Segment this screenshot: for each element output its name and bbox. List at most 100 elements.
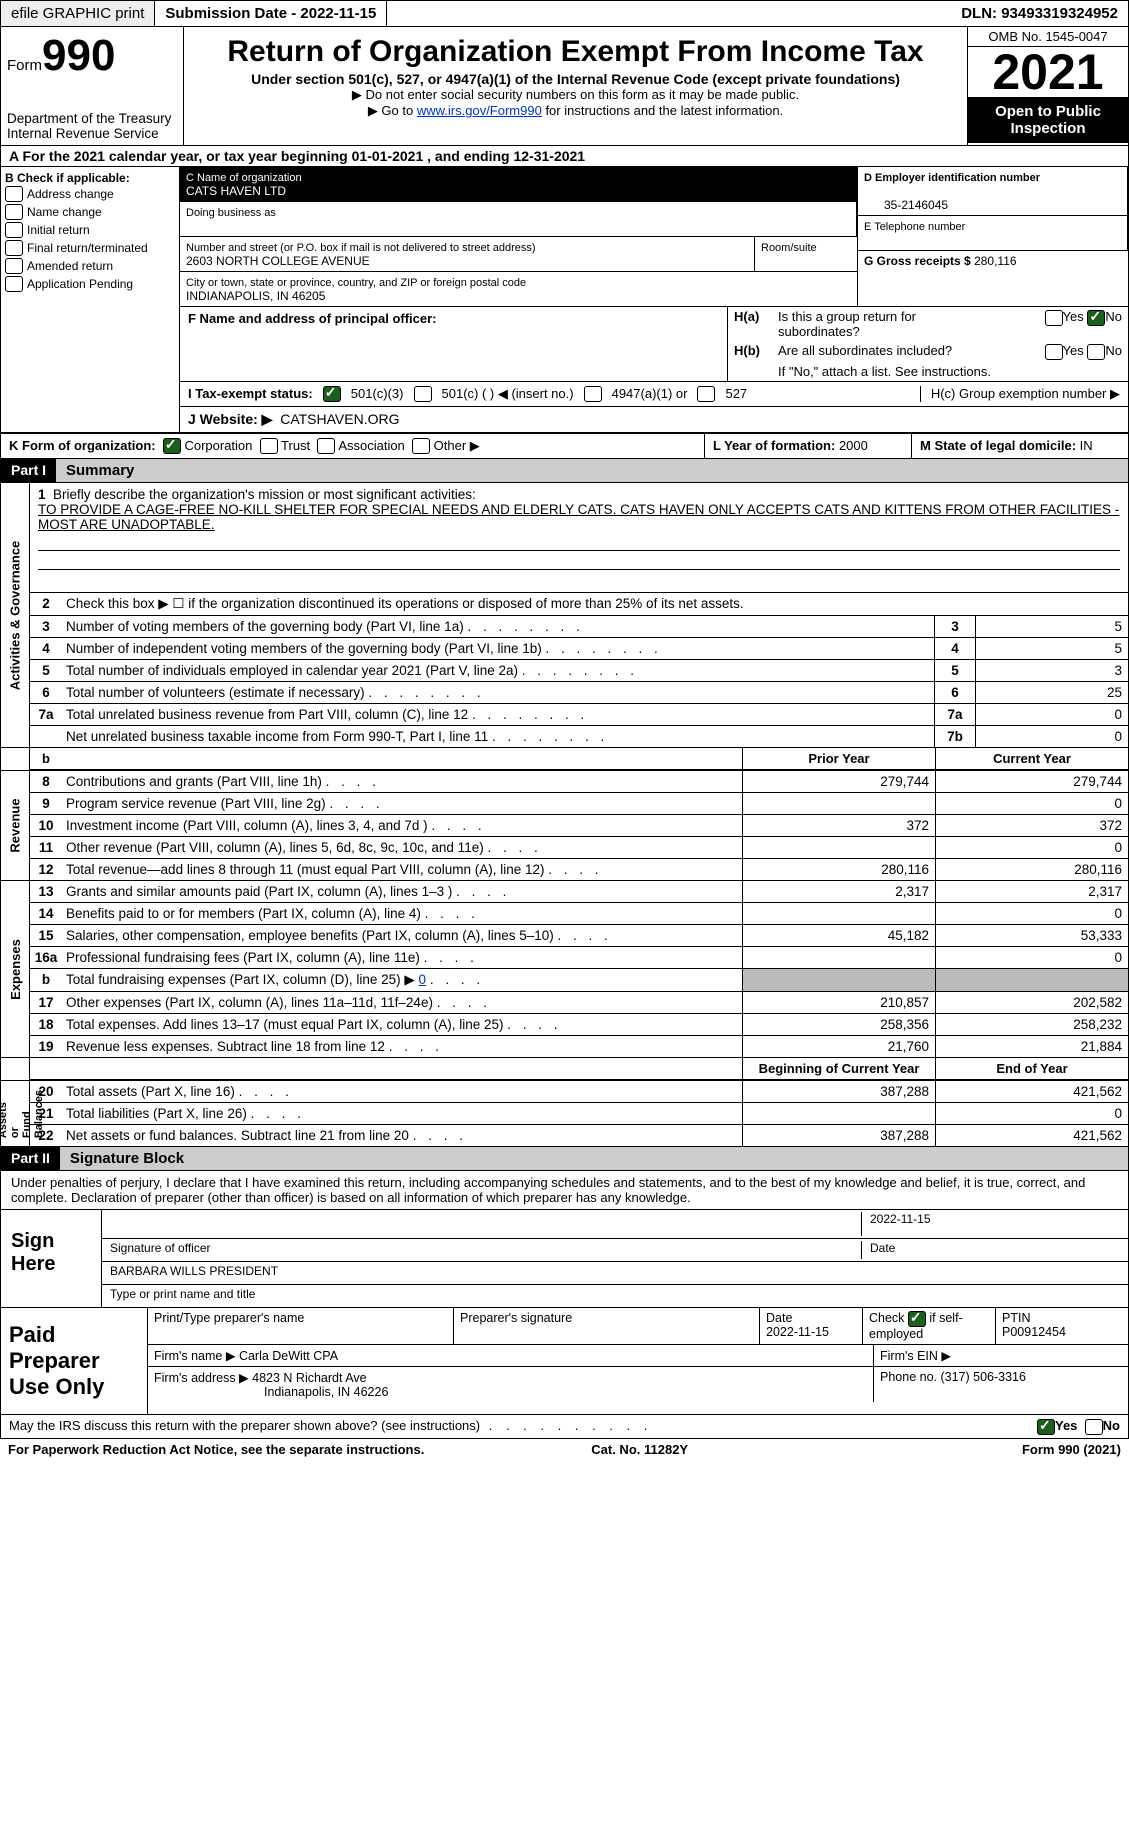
current-year-hdr: Current Year	[935, 748, 1128, 769]
perjury-declaration: Under penalties of perjury, I declare th…	[1, 1171, 1128, 1209]
501c-checkbox[interactable]	[414, 386, 432, 402]
phone-value: (317) 506-3316	[940, 1370, 1025, 1384]
prior-val: 280,116	[742, 859, 935, 880]
goto-note: ▶ Go to www.irs.gov/Form990 for instruct…	[190, 103, 961, 119]
b-checkbox[interactable]	[5, 204, 23, 220]
city-label: City or town, state or province, country…	[186, 277, 526, 289]
org-city: INDIANAPOLIS, IN 46205	[186, 289, 325, 303]
501c3-checkbox[interactable]	[323, 386, 341, 402]
side-netassets: Net Assets or Fund Balances	[0, 1089, 45, 1137]
other-checkbox[interactable]	[412, 438, 430, 454]
section-b-checkboxes: B Check if applicable: Address changeNam…	[1, 167, 180, 432]
officer-name: BARBARA WILLS PRESIDENT	[110, 1264, 278, 1282]
prior-year-hdr: Prior Year	[742, 748, 935, 769]
side-expenses: Expenses	[8, 939, 23, 1000]
tel-label: E Telephone number	[864, 221, 965, 233]
current-val: 53,333	[935, 925, 1128, 946]
line-text: Revenue less expenses. Subtract line 18 …	[62, 1036, 742, 1057]
ein-value: 35-2146045	[864, 198, 948, 212]
prior-val: 387,288	[742, 1081, 935, 1102]
line-text: Net assets or fund balances. Subtract li…	[62, 1125, 742, 1146]
line-box: 6	[934, 682, 975, 703]
dba-label: Doing business as	[186, 207, 276, 219]
b-checkbox[interactable]	[5, 186, 23, 202]
fund-link[interactable]: 0	[419, 972, 427, 987]
line-value: 25	[975, 682, 1128, 703]
firm-addr1: 4823 N Richardt Ave	[252, 1371, 366, 1385]
pra-notice: For Paperwork Reduction Act Notice, see …	[8, 1442, 424, 1457]
prior-val: 372	[742, 815, 935, 836]
line-text: Total number of volunteers (estimate if …	[62, 682, 934, 703]
line-text: Total unrelated business revenue from Pa…	[62, 704, 934, 725]
b-checkbox[interactable]	[5, 276, 23, 292]
ha-label: Is this a group return forsubordinates?	[778, 309, 1045, 339]
hc-label: H(c) Group exemption number ▶	[920, 386, 1120, 402]
l-label: L Year of formation:	[713, 438, 839, 453]
line-text: Total expenses. Add lines 13–17 (must eq…	[62, 1014, 742, 1035]
line-text: Salaries, other compensation, employee b…	[62, 925, 742, 946]
line-value: 5	[975, 616, 1128, 637]
part1-title: Summary	[56, 459, 144, 482]
b-item-label: Application Pending	[27, 277, 133, 291]
line-box: 3	[934, 616, 975, 637]
line-text: Total fundraising expenses (Part IX, col…	[62, 969, 742, 991]
hb-no-checkbox[interactable]	[1087, 344, 1105, 360]
current-val: 0	[935, 1103, 1128, 1124]
firm-name-label: Firm's name ▶	[154, 1349, 239, 1363]
section-a-tax-year: A For the 2021 calendar year, or tax yea…	[0, 146, 1129, 167]
q1-label: Briefly describe the organization's miss…	[53, 487, 476, 502]
current-val: 372	[935, 815, 1128, 836]
line-text: Total assets (Part X, line 16) . . . .	[62, 1081, 742, 1102]
trust-checkbox[interactable]	[260, 438, 278, 454]
hb-yes-checkbox[interactable]	[1045, 344, 1063, 360]
ha-yes-checkbox[interactable]	[1045, 310, 1063, 326]
current-val: 0	[935, 793, 1128, 814]
irs-link[interactable]: www.irs.gov/Form990	[417, 103, 542, 118]
line-text: Investment income (Part VIII, column (A)…	[62, 815, 742, 836]
part2-title: Signature Block	[60, 1147, 194, 1170]
firm-addr2: Indianapolis, IN 46226	[154, 1385, 388, 1399]
line-text: Professional fundraising fees (Part IX, …	[62, 947, 742, 968]
527-checkbox[interactable]	[697, 386, 715, 402]
line-box: 4	[934, 638, 975, 659]
ha-no-checkbox[interactable]	[1087, 310, 1105, 326]
4947-checkbox[interactable]	[584, 386, 602, 402]
discuss-text: May the IRS discuss this return with the…	[9, 1418, 480, 1435]
current-val: 0	[935, 947, 1128, 968]
current-val	[935, 969, 1128, 991]
room-label: Room/suite	[761, 242, 817, 254]
year-formation: 2000	[839, 438, 868, 453]
line-value: 5	[975, 638, 1128, 659]
b-item-label: Name change	[27, 205, 102, 219]
line-text: Net unrelated business taxable income fr…	[62, 726, 934, 747]
b-checkbox[interactable]	[5, 222, 23, 238]
prior-val	[742, 903, 935, 924]
assoc-checkbox[interactable]	[317, 438, 335, 454]
b-checkbox[interactable]	[5, 258, 23, 274]
submission-date: Submission Date - 2022-11-15	[155, 1, 387, 26]
efile-print-button[interactable]: efile GRAPHIC print	[1, 1, 155, 26]
side-governance: Activities & Governance	[8, 540, 23, 690]
discuss-no-checkbox[interactable]	[1085, 1419, 1103, 1435]
hb-note: If "No," attach a list. See instructions…	[728, 362, 1128, 381]
part2-header: Part II	[1, 1147, 60, 1170]
prior-val: 258,356	[742, 1014, 935, 1035]
current-val: 2,317	[935, 881, 1128, 902]
corp-checkbox[interactable]	[163, 438, 181, 454]
sig-officer-label: Signature of officer	[110, 1241, 861, 1259]
form-footer: Form 990 (2021)	[1022, 1442, 1121, 1457]
discuss-yes-checkbox[interactable]	[1037, 1419, 1055, 1435]
gross-receipts: 280,116	[974, 254, 1017, 268]
principal-officer: F Name and address of principal officer:	[180, 307, 727, 381]
b-checkbox[interactable]	[5, 240, 23, 256]
self-emp-checkbox[interactable]	[908, 1311, 926, 1327]
line-text: Grants and similar amounts paid (Part IX…	[62, 881, 742, 902]
line-text: Total liabilities (Part X, line 26) . . …	[62, 1103, 742, 1124]
mission-text: TO PROVIDE A CAGE-FREE NO-KILL SHELTER F…	[38, 502, 1119, 532]
prior-val	[742, 969, 935, 991]
line-text: Number of voting members of the governin…	[62, 616, 934, 637]
prior-val	[742, 837, 935, 858]
ptin-label: PTIN	[1002, 1311, 1030, 1325]
m-label: M State of legal domicile:	[920, 438, 1080, 453]
name-title-label: Type or print name and title	[110, 1287, 255, 1305]
